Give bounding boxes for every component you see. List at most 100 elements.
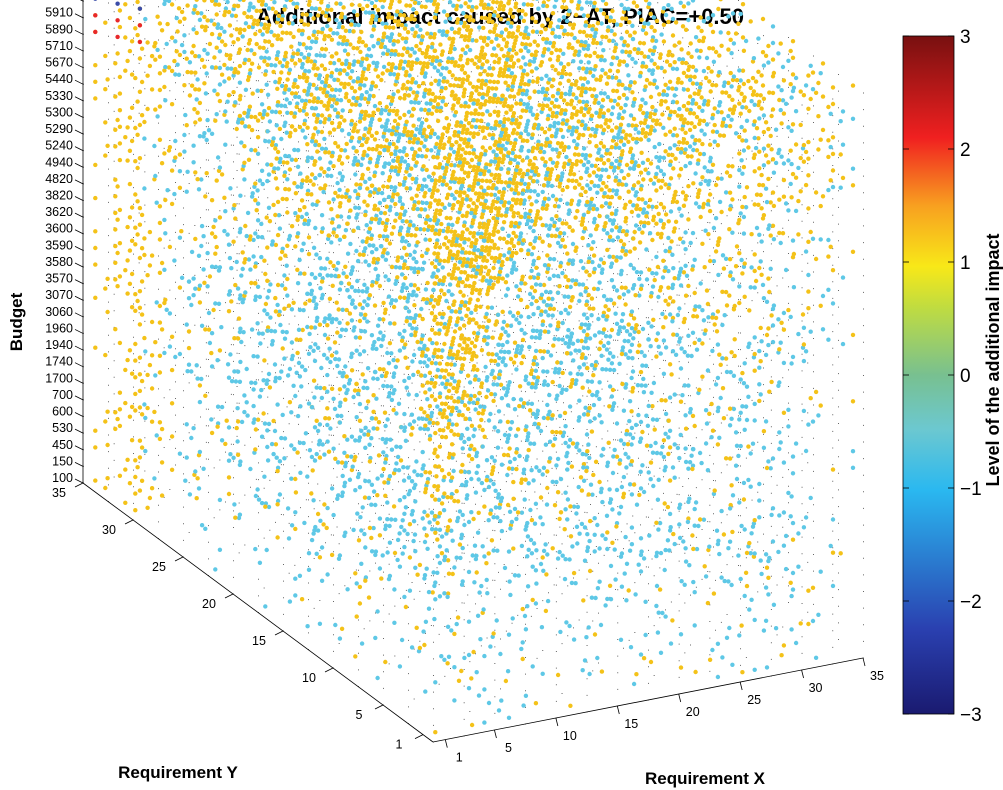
data-point bbox=[380, 4, 385, 10]
data-point bbox=[177, 451, 183, 456]
data-point bbox=[294, 5, 299, 10]
data-point bbox=[264, 215, 269, 220]
data-point bbox=[406, 93, 412, 98]
data-point bbox=[331, 127, 337, 132]
data-point bbox=[325, 23, 330, 29]
z-tick-label: 3600 bbox=[45, 222, 73, 236]
data-point bbox=[373, 84, 379, 89]
data-point bbox=[445, 325, 451, 330]
data-point bbox=[199, 523, 205, 528]
data-point bbox=[435, 554, 440, 559]
data-point bbox=[487, 112, 493, 118]
data-point bbox=[113, 327, 118, 332]
data-point bbox=[319, 146, 325, 151]
data-point bbox=[395, 72, 401, 77]
data-point bbox=[93, 0, 98, 1]
data-point bbox=[460, 413, 465, 418]
data-point bbox=[280, 13, 285, 19]
data-point bbox=[311, 182, 316, 187]
data-point bbox=[163, 0, 168, 3]
data-point bbox=[309, 105, 315, 111]
data-point bbox=[420, 416, 425, 421]
data-point bbox=[475, 331, 481, 336]
data-point bbox=[428, 134, 433, 140]
data-point bbox=[465, 210, 470, 215]
data-point bbox=[377, 533, 383, 538]
data-point bbox=[449, 143, 455, 148]
data-point bbox=[471, 164, 477, 169]
data-point bbox=[217, 265, 223, 270]
data-point bbox=[386, 161, 392, 166]
data-point bbox=[473, 108, 478, 113]
data-point bbox=[404, 252, 409, 257]
data-point bbox=[402, 378, 407, 384]
data-point bbox=[447, 252, 453, 257]
data-point bbox=[189, 50, 195, 55]
data-point bbox=[457, 27, 462, 32]
data-point bbox=[487, 145, 493, 151]
data-point bbox=[340, 490, 345, 495]
data-point bbox=[264, 16, 269, 21]
data-point bbox=[293, 576, 298, 581]
data-point bbox=[510, 14, 516, 19]
data-point bbox=[300, 128, 305, 133]
data-point bbox=[385, 517, 390, 522]
data-point bbox=[451, 468, 456, 474]
data-point bbox=[327, 97, 333, 102]
data-point bbox=[472, 393, 477, 399]
data-point bbox=[426, 357, 432, 362]
data-point bbox=[385, 184, 390, 190]
data-point bbox=[173, 39, 178, 44]
data-point bbox=[486, 551, 491, 556]
data-point bbox=[491, 79, 497, 85]
data-point bbox=[370, 14, 375, 19]
data-point bbox=[133, 292, 138, 297]
data-point bbox=[295, 234, 300, 239]
data-point bbox=[380, 71, 385, 76]
data-point bbox=[255, 321, 260, 326]
data-point bbox=[329, 7, 334, 12]
data-point bbox=[228, 452, 233, 457]
data-point bbox=[307, 281, 313, 287]
data-point bbox=[428, 31, 434, 37]
z-tick-label: 5300 bbox=[45, 105, 73, 119]
data-point bbox=[325, 422, 330, 428]
data-point bbox=[317, 621, 323, 626]
data-point bbox=[402, 59, 408, 65]
data-point bbox=[342, 81, 348, 87]
data-point bbox=[302, 205, 307, 210]
data-point bbox=[233, 379, 239, 384]
data-point bbox=[328, 260, 333, 265]
data-point bbox=[441, 175, 447, 180]
data-point bbox=[507, 11, 513, 16]
data-point bbox=[226, 425, 232, 430]
data-point bbox=[383, 161, 388, 166]
data-point bbox=[433, 527, 439, 532]
data-point bbox=[417, 562, 423, 568]
data-point bbox=[462, 137, 468, 142]
data-point bbox=[439, 135, 445, 140]
data-point bbox=[167, 344, 173, 349]
data-point bbox=[256, 0, 262, 4]
data-point bbox=[349, 118, 355, 124]
data-point bbox=[305, 59, 310, 64]
data-point bbox=[501, 37, 507, 42]
data-point bbox=[349, 368, 355, 373]
data-point bbox=[465, 227, 470, 232]
data-point bbox=[213, 567, 218, 572]
data-point bbox=[275, 535, 280, 540]
data-point bbox=[342, 118, 347, 123]
data-point bbox=[159, 161, 165, 166]
data-point bbox=[125, 291, 130, 296]
data-point bbox=[429, 510, 435, 515]
data-point bbox=[338, 1, 343, 6]
data-point bbox=[473, 407, 478, 412]
data-point bbox=[253, 31, 258, 37]
data-point bbox=[384, 138, 389, 143]
data-point bbox=[385, 350, 390, 356]
data-point bbox=[296, 28, 302, 33]
data-point bbox=[486, 85, 491, 91]
data-point bbox=[397, 132, 403, 137]
data-point bbox=[483, 15, 488, 21]
data-point bbox=[369, 17, 375, 22]
